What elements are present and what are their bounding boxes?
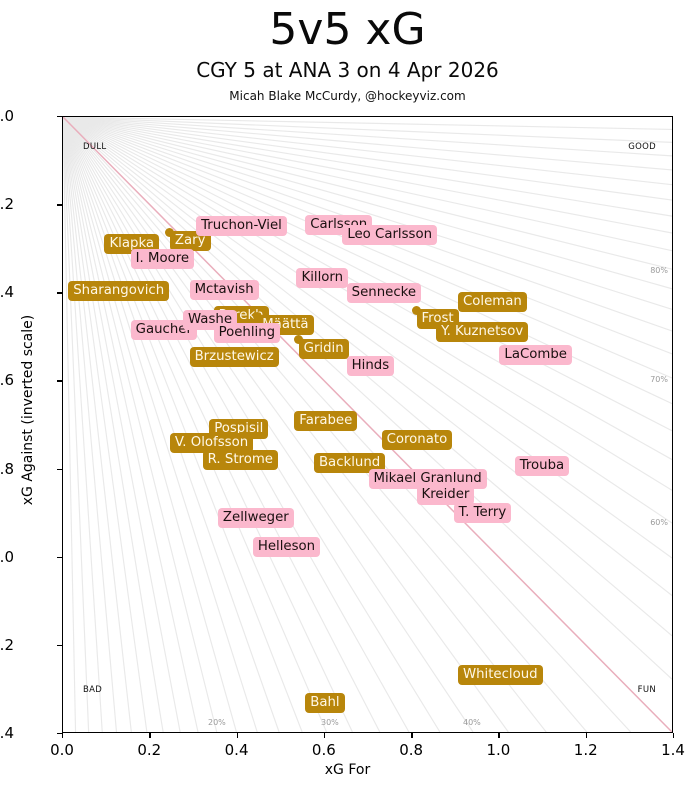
x-tick-label: 0.4: [224, 741, 249, 759]
gridline-label-80pct: 80%: [650, 266, 668, 275]
player-label[interactable]: Coronato: [381, 429, 453, 450]
x-tick-label: 0.2: [137, 741, 162, 759]
x-tick-mark: [673, 733, 675, 738]
x-tick-mark: [323, 733, 326, 738]
x-tick-label: 1.2: [573, 741, 598, 759]
corner-label-good: GOOD: [628, 142, 656, 152]
player-label[interactable]: Leo Carlsson: [342, 225, 438, 246]
y-tick-mark: [57, 116, 62, 118]
player-label[interactable]: V. Olofsson: [169, 433, 254, 454]
player-label[interactable]: Bahl: [305, 693, 345, 714]
corner-label-fun: FUN: [637, 685, 656, 695]
player-label[interactable]: Mikael Granlund: [368, 468, 487, 489]
player-label[interactable]: Helleson: [252, 536, 321, 557]
y-tick-label: 0.8: [0, 459, 14, 478]
x-tick-mark: [62, 733, 64, 738]
player-label[interactable]: I. Moore: [130, 249, 195, 270]
y-tick-label: 0.4: [0, 283, 14, 302]
player-label[interactable]: Gridin: [298, 338, 349, 359]
y-tick-mark: [57, 292, 62, 294]
player-label[interactable]: Coleman: [457, 292, 527, 313]
x-tick-mark: [236, 733, 238, 738]
x-tick-mark: [411, 733, 413, 738]
player-label[interactable]: Y. Kuznetsov: [436, 322, 529, 343]
y-tick-mark: [57, 556, 62, 559]
player-label[interactable]: Killorn: [296, 268, 349, 289]
data-point-marker: [412, 305, 421, 315]
corner-label-bad: BAD: [83, 685, 103, 695]
x-tick-label: 1.4: [661, 741, 685, 759]
y-tick-mark: [57, 644, 62, 647]
player-label[interactable]: Farabee: [294, 411, 358, 432]
y-tick-label: 1.0: [0, 547, 14, 566]
y-tick-label: 0.0: [0, 107, 14, 125]
y-tick-mark: [57, 380, 62, 382]
y-tick-mark: [57, 733, 62, 735]
player-label[interactable]: LaCombe: [499, 345, 572, 366]
y-tick-mark: [57, 468, 62, 470]
player-label[interactable]: Brzustewicz: [189, 347, 279, 368]
gridline-label-40pct: 40%: [463, 718, 481, 727]
plot-area: DULL GOOD BAD FUN 20% 30% 40% 80% 70% 60…: [62, 116, 673, 733]
player-label[interactable]: Kreider: [416, 485, 475, 506]
gridline-label-70pct: 70%: [650, 375, 668, 384]
x-tick-mark: [149, 733, 151, 738]
player-label[interactable]: Trouba: [514, 456, 570, 477]
gridline-label-60pct: 60%: [650, 518, 668, 527]
player-label[interactable]: Gaucher: [130, 319, 197, 340]
player-label[interactable]: Poehling: [213, 323, 281, 344]
chart-title: 5v5 xG: [269, 4, 426, 55]
x-tick-label: 0.0: [50, 741, 74, 759]
gridline-label-20pct: 20%: [208, 718, 226, 727]
corner-label-dull: DULL: [83, 142, 107, 152]
y-tick-label: 0.2: [0, 195, 14, 214]
player-label[interactable]: Sharangovich: [68, 281, 170, 302]
player-label[interactable]: Hinds: [346, 356, 395, 377]
x-tick-label: 1.0: [486, 741, 511, 759]
x-tick-mark: [585, 733, 588, 738]
x-axis-label: xG For: [324, 762, 371, 778]
y-tick-label: 0.6: [0, 371, 14, 390]
chart-credit: Micah Blake McCurdy, @hockeyviz.com: [229, 89, 466, 103]
player-label[interactable]: T. Terry: [453, 502, 512, 523]
player-label[interactable]: Mctavish: [189, 279, 259, 300]
gridlines: [63, 117, 672, 732]
player-label[interactable]: Truchon-Viel: [196, 216, 287, 237]
player-label[interactable]: Sennecke: [346, 282, 422, 303]
x-tick-label: 0.8: [399, 741, 424, 759]
gridline-label-30pct: 30%: [321, 718, 339, 727]
player-label[interactable]: Backlund: [313, 453, 386, 474]
y-tick-mark: [57, 204, 62, 206]
player-label[interactable]: Whitecloud: [457, 664, 543, 685]
player-label[interactable]: R. Strome: [202, 450, 278, 471]
y-tick-label: 1.2: [0, 635, 14, 654]
chart-subtitle: CGY 5 at ANA 3 on 4 Apr 2026: [196, 58, 499, 82]
data-point-marker: [294, 335, 304, 345]
x-tick-label: 0.6: [311, 741, 336, 759]
player-label[interactable]: Zary: [169, 231, 211, 252]
y-axis-label: xG Against (inverted scale): [20, 314, 36, 506]
y-tick-label: 1.4: [0, 724, 14, 742]
player-label[interactable]: Zellweger: [217, 508, 294, 529]
x-tick-mark: [498, 733, 500, 738]
